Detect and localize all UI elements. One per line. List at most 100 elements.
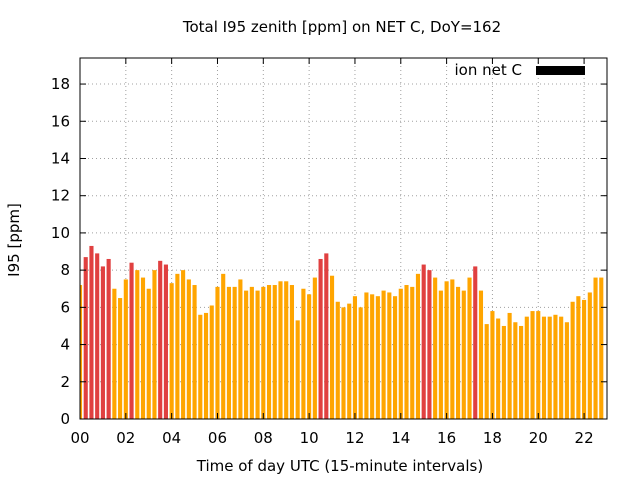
bar [473, 266, 478, 419]
bar [530, 311, 535, 419]
bar [398, 288, 403, 419]
bar [295, 320, 300, 419]
bar [324, 253, 329, 419]
bar [587, 292, 592, 419]
x-tick-label: 16 [437, 429, 456, 447]
bar [501, 325, 506, 419]
bar [163, 264, 168, 419]
x-tick-label: 02 [116, 429, 135, 447]
bar [226, 286, 231, 419]
bar [261, 286, 266, 419]
bar [238, 279, 243, 419]
bar [140, 277, 146, 419]
bar [490, 311, 495, 419]
y-tick-label: 0 [60, 410, 70, 428]
bar [307, 294, 312, 419]
x-tick-label: 04 [162, 429, 181, 447]
bar [284, 281, 289, 419]
bar [341, 307, 346, 419]
bar [519, 325, 524, 419]
legend: ion net C [455, 61, 585, 79]
y-tick-label: 12 [51, 187, 70, 205]
bar [524, 316, 529, 419]
bar [100, 266, 105, 419]
bar [513, 322, 518, 419]
bar [95, 253, 100, 419]
bar [89, 245, 94, 419]
y-tick-label: 8 [60, 261, 70, 279]
x-tick-label: 22 [575, 429, 594, 447]
x-tick-label: 00 [70, 429, 89, 447]
x-tick-label: 10 [300, 429, 319, 447]
x-axis-label: Time of day UTC (15-minute intervals) [196, 457, 483, 475]
bar [467, 277, 472, 419]
bar [433, 277, 438, 419]
y-tick-label: 18 [51, 75, 70, 93]
bar [278, 281, 283, 419]
bar [553, 314, 558, 419]
bar [410, 286, 415, 419]
bar [352, 296, 358, 419]
bar [404, 285, 409, 419]
y-tick-label: 10 [51, 224, 70, 242]
x-tick-label: 14 [391, 429, 410, 447]
x-tick-label: 08 [254, 429, 273, 447]
bar [266, 285, 272, 419]
bar [135, 270, 140, 419]
bar [387, 292, 392, 419]
bar [564, 322, 569, 419]
bar [198, 314, 203, 419]
bar [186, 279, 191, 419]
bar [461, 290, 466, 419]
bar [358, 307, 363, 419]
bar [118, 298, 123, 419]
bar [312, 277, 317, 419]
bar [507, 312, 512, 419]
legend-swatch [536, 66, 585, 75]
bar [129, 262, 134, 419]
bar [249, 286, 254, 419]
bar [547, 316, 552, 419]
plot-border [79, 57, 608, 420]
bar [599, 277, 604, 419]
bar [192, 285, 197, 419]
bar [169, 283, 174, 419]
bar [123, 279, 128, 419]
y-tick-label: 2 [60, 373, 70, 391]
bar [232, 286, 237, 419]
legend-label: ion net C [455, 61, 522, 79]
bar [318, 258, 323, 419]
bar [421, 264, 426, 419]
x-tick-label: 12 [345, 429, 364, 447]
bar [370, 294, 375, 419]
bar [329, 275, 335, 419]
bar [80, 285, 83, 419]
chart-title: Total I95 zenith [ppm] on NET C, DoY=162 [182, 18, 501, 36]
bar [456, 286, 461, 419]
bar [158, 260, 163, 419]
bar [106, 258, 111, 419]
bar [152, 270, 157, 419]
bar [484, 324, 489, 419]
bar [255, 290, 260, 419]
bar [175, 273, 180, 419]
bar [415, 273, 421, 419]
bar [582, 299, 587, 419]
x-tick-label: 06 [208, 429, 227, 447]
y-tick-label: 6 [60, 298, 70, 316]
bar [272, 285, 277, 419]
bar [215, 286, 220, 419]
x-tick-label: 20 [529, 429, 548, 447]
bar [541, 316, 547, 419]
bar [450, 279, 455, 419]
y-tick-label: 16 [51, 112, 70, 130]
bar [289, 285, 295, 419]
bar [427, 270, 432, 419]
bar [181, 270, 186, 419]
bar [203, 312, 209, 419]
bar [536, 311, 541, 419]
bar [244, 290, 249, 419]
bar [381, 290, 386, 419]
